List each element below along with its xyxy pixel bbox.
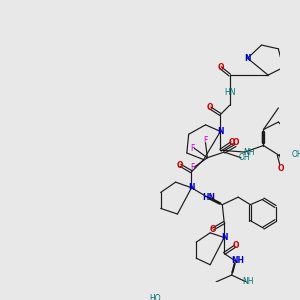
Text: O: O bbox=[228, 138, 235, 147]
Text: N: N bbox=[217, 127, 224, 136]
Text: N: N bbox=[188, 183, 195, 192]
Text: N: N bbox=[244, 54, 251, 63]
Text: O: O bbox=[217, 63, 224, 72]
Text: OH: OH bbox=[238, 153, 250, 162]
Text: HO: HO bbox=[149, 294, 161, 300]
Text: NH: NH bbox=[232, 256, 245, 266]
Text: OH: OH bbox=[291, 150, 300, 159]
Text: O: O bbox=[177, 161, 184, 170]
Text: O: O bbox=[232, 242, 239, 250]
Text: O: O bbox=[207, 103, 213, 112]
Text: HN: HN bbox=[224, 88, 236, 97]
Text: O: O bbox=[278, 164, 284, 173]
Text: F: F bbox=[203, 136, 208, 145]
Text: O: O bbox=[210, 225, 216, 234]
Text: F: F bbox=[190, 144, 194, 153]
Text: N: N bbox=[221, 233, 227, 242]
Text: F: F bbox=[190, 163, 194, 172]
Text: NH: NH bbox=[243, 148, 255, 157]
Text: HN: HN bbox=[202, 193, 215, 202]
Text: O: O bbox=[232, 138, 239, 147]
Text: NH: NH bbox=[243, 277, 254, 286]
